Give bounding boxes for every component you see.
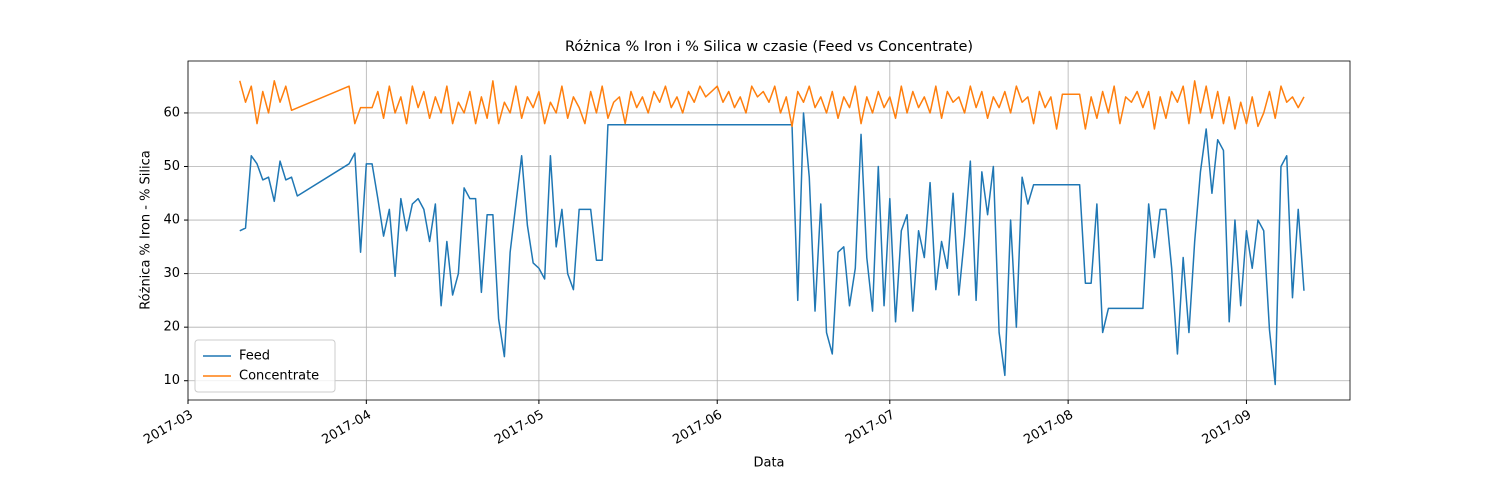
y-tick-label: 40 xyxy=(163,213,180,228)
y-axis-label: Różnica % Iron - % Silica xyxy=(139,150,154,310)
y-tick-label: 60 xyxy=(163,105,180,120)
legend-label: Concentrate xyxy=(239,369,319,384)
series-line xyxy=(239,112,1305,386)
legend-box xyxy=(194,339,336,393)
x-axis-label: Data xyxy=(753,456,784,471)
series-line xyxy=(239,80,1305,130)
y-tick-label: 50 xyxy=(163,159,180,174)
y-tick-label: 20 xyxy=(163,320,180,335)
axes-frame xyxy=(187,60,1351,401)
legend-label: Feed xyxy=(239,349,270,364)
chart-title: Różnica % Iron i % Silica w czasie (Feed… xyxy=(565,39,973,55)
y-tick-label: 10 xyxy=(163,373,180,388)
y-tick-label: 30 xyxy=(163,266,180,281)
